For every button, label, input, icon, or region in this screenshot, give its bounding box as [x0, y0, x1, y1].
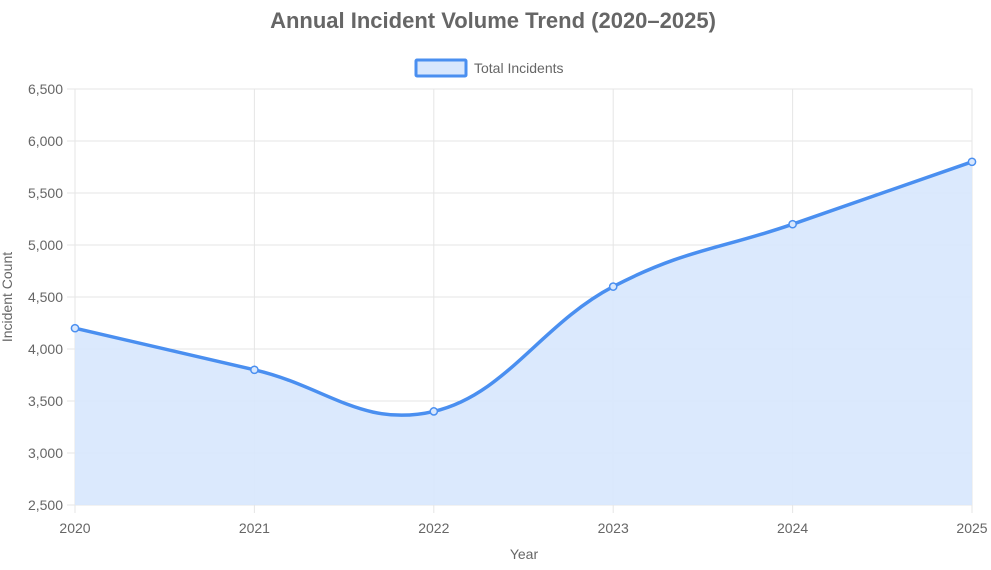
data-point[interactable] — [429, 407, 439, 416]
y-axis-title: Incident Count — [0, 252, 15, 342]
chart-title: Annual Incident Volume Trend (2020–2025) — [270, 8, 716, 33]
series-line — [73, 160, 974, 417]
y-tick-label: 3,500 — [28, 393, 63, 409]
data-point[interactable] — [967, 157, 977, 167]
y-tick-label: 4,000 — [28, 341, 63, 357]
y-tick-label: 3,000 — [28, 445, 63, 461]
x-tick-label: 2024 — [777, 520, 808, 536]
y-tick-label: 5,000 — [28, 237, 63, 253]
x-axis-title: Year — [510, 546, 539, 562]
x-tick-label: 2023 — [598, 520, 629, 536]
y-tick-label: 2,500 — [28, 497, 63, 513]
legend-swatch — [414, 58, 468, 78]
series-area-fill — [75, 161, 972, 506]
y-tick-label: 5,500 — [28, 185, 63, 201]
data-point[interactable] — [250, 365, 259, 375]
x-tick-label: 2025 — [956, 520, 987, 536]
y-axis: 2,500 3,000 3,500 4,000 4,500 5,000 5,500 6,000… — [28, 81, 63, 513]
x-tick-label: 2022 — [418, 520, 449, 536]
legend[interactable]: Total Incidents — [414, 58, 564, 78]
x-axis: 2020 2021 2022 2023 2024 2025 — [59, 520, 987, 536]
legend-label: Total Incidents — [474, 60, 564, 76]
data-point[interactable] — [70, 323, 80, 333]
x-tick-label: 2020 — [59, 520, 90, 536]
x-tick-label: 2021 — [239, 520, 270, 536]
data-point[interactable] — [788, 219, 797, 229]
data-point[interactable] — [608, 282, 618, 291]
y-tick-label: 6,000 — [28, 133, 63, 149]
y-tick-label: 4,500 — [28, 289, 63, 305]
y-tick-label: 6,500 — [28, 81, 63, 97]
series-layer — [70, 157, 977, 506]
